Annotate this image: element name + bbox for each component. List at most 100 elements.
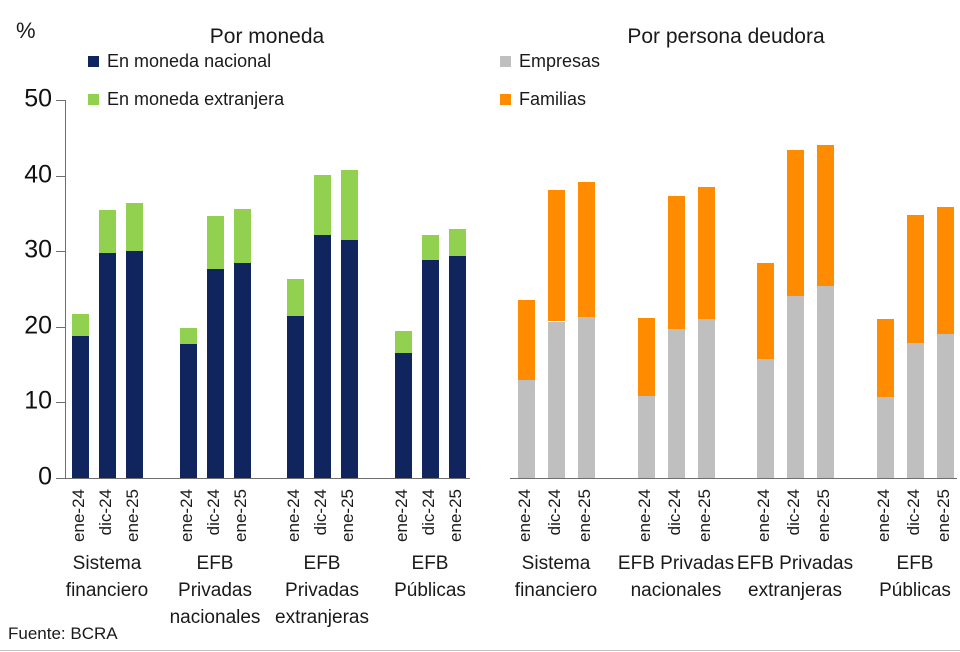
x-tick-label: ene-25 [575, 489, 594, 542]
y-axis-line [65, 100, 66, 478]
bar-segment-familias [577, 181, 595, 317]
legend-swatch-empresas-icon [500, 55, 511, 67]
bar-segment-en-moneda-extranjera [421, 234, 439, 260]
y-tick-mark [56, 326, 65, 328]
bar-segment-empresas [876, 397, 894, 478]
bar-segment-en-moneda-nacional [71, 335, 89, 478]
x-tick-label: ene-24 [635, 489, 654, 542]
group-label: EFB Privadas extranjeras [736, 553, 854, 601]
bar-segment-en-moneda-extranjera [98, 210, 116, 253]
x-tick-label: ene-25 [123, 489, 142, 542]
legend-item-moneda-extranjera: En moneda extranjera [88, 88, 284, 110]
bar-segment-empresas [786, 295, 804, 478]
x-tick-label: dic-24 [419, 489, 438, 536]
group-label: Sistema financiero [65, 553, 149, 601]
bar-segment-familias [816, 145, 834, 286]
legend-label-moneda-extranjera: En moneda extranjera [107, 88, 285, 109]
bar-segment-familias [756, 262, 774, 359]
x-tick-label: dic-24 [545, 489, 564, 536]
x-tick-label: ene-25 [695, 489, 714, 542]
bar-segment-empresas [637, 396, 655, 478]
y-tick-label: 40 [24, 159, 52, 188]
legend-item-empresas: Empresas [500, 50, 600, 72]
group-label: EFB Públicas [394, 553, 466, 601]
x-tick-label: dic-24 [204, 489, 223, 536]
group-label: Sistema financiero [514, 553, 598, 601]
bar-segment-empresas [667, 329, 685, 478]
left-chart-legend: En moneda nacional En moneda extranjera [88, 50, 284, 110]
x-tick-label: ene-24 [515, 489, 534, 542]
bar-segment-familias [637, 318, 655, 397]
x-tick-label: dic-24 [311, 489, 330, 536]
y-tick-label: 30 [24, 235, 52, 264]
legend-swatch-familias-icon [500, 93, 511, 105]
bar-segment-en-moneda-nacional [286, 316, 304, 478]
bar-segment-empresas [756, 358, 774, 478]
bar-segment-en-moneda-nacional [98, 252, 116, 478]
legend-label-moneda-nacional: En moneda nacional [107, 50, 272, 71]
x-tick-label: ene-25 [231, 489, 250, 542]
x-tick-label: ene-24 [177, 489, 196, 542]
x-tick-label: ene-25 [814, 489, 833, 542]
x-tick-label: ene-25 [934, 489, 953, 542]
bar-segment-empresas [816, 285, 834, 478]
x-tick-label: dic-24 [904, 489, 923, 536]
x-tick-label: dic-24 [665, 489, 684, 536]
source-note: Fuente: BCRA [8, 624, 118, 643]
bar-segment-familias [547, 189, 565, 322]
bar-segment-familias [697, 186, 715, 320]
group-label: EFB Privadas extranjeras [275, 553, 369, 628]
bar-segment-empresas [547, 321, 565, 478]
bar-segment-en-moneda-extranjera [340, 170, 358, 240]
bar-segment-en-moneda-nacional [421, 259, 439, 478]
bar-segment-en-moneda-extranjera [206, 216, 224, 270]
group-label: EFB Privadas nacionales [617, 553, 735, 601]
x-tick-label: dic-24 [784, 489, 803, 536]
y-tick-mark [56, 402, 65, 404]
group-label: EFB Privadas nacionales [169, 553, 261, 628]
y-tick-label: 50 [24, 84, 52, 113]
y-tick-mark [56, 175, 65, 177]
y-tick-mark [56, 100, 65, 101]
bar-segment-empresas [577, 316, 595, 478]
group-label: EFB Públicas [879, 553, 951, 601]
x-tick-label: ene-24 [754, 489, 773, 542]
bar-segment-empresas [906, 342, 924, 478]
x-tick-label: ene-25 [338, 489, 357, 542]
bottom-divider [0, 650, 960, 651]
bar-segment-en-moneda-extranjera [394, 331, 412, 354]
bar-segment-en-moneda-nacional [206, 269, 224, 478]
bar-segment-familias [906, 214, 924, 343]
bar-segment-en-moneda-nacional [233, 263, 251, 478]
x-tick-label: ene-24 [392, 489, 411, 542]
bar-segment-en-moneda-extranjera [71, 313, 89, 336]
x-axis-line [510, 478, 957, 479]
bar-segment-empresas [517, 380, 535, 478]
bar-segment-en-moneda-extranjera [448, 229, 466, 256]
bar-segment-en-moneda-nacional [394, 353, 412, 478]
y-tick-mark [56, 478, 65, 479]
bar-segment-familias [936, 207, 954, 335]
x-tick-label: ene-24 [284, 489, 303, 542]
bar-segment-en-moneda-extranjera [125, 202, 143, 252]
x-tick-label: ene-24 [69, 489, 88, 542]
bar-segment-en-moneda-extranjera [286, 279, 304, 317]
legend-label-familias: Familias [519, 88, 587, 109]
y-axis-unit-label: % [16, 18, 36, 43]
bar-segment-en-moneda-extranjera [233, 208, 251, 264]
bar-segment-familias [667, 196, 685, 330]
legend-swatch-moneda-nacional-icon [88, 55, 99, 67]
y-tick-label: 0 [38, 462, 52, 491]
legend-item-familias: Familias [500, 88, 600, 110]
bar-segment-en-moneda-extranjera [313, 174, 331, 235]
x-axis-line [65, 478, 470, 479]
legend-item-moneda-nacional: En moneda nacional [88, 50, 284, 72]
right-chart-legend: Empresas Familias [500, 50, 600, 110]
y-tick-label: 20 [24, 311, 52, 340]
y-tick-label: 10 [24, 386, 52, 415]
bar-segment-en-moneda-nacional [313, 234, 331, 478]
bar-segment-en-moneda-nacional [340, 239, 358, 478]
bar-segment-familias [786, 149, 804, 296]
bar-segment-en-moneda-nacional [125, 251, 143, 478]
